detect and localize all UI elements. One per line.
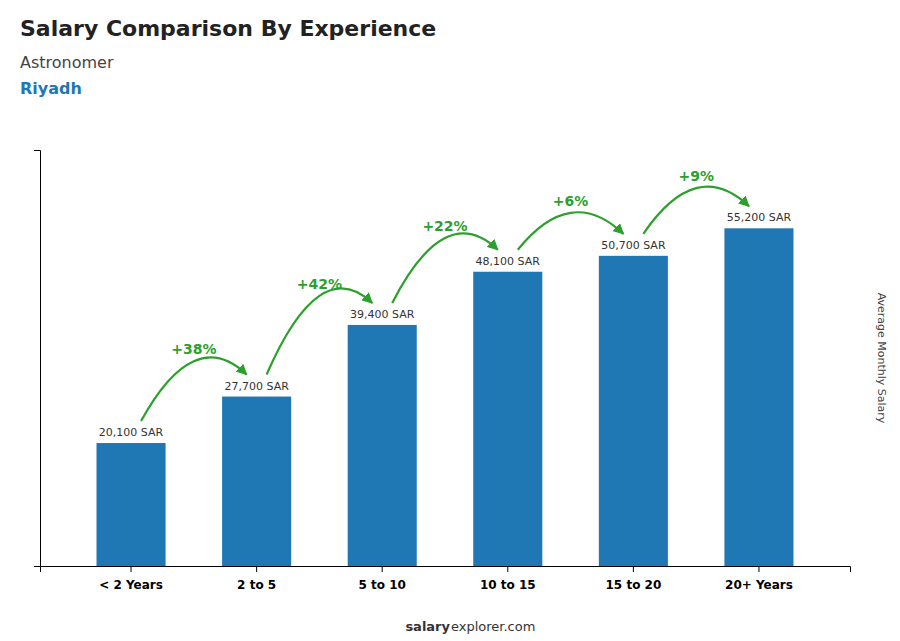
change-label: +9% — [678, 168, 714, 184]
x-tick-label: 15 to 20 — [606, 578, 662, 592]
data-label: 27,700 SAR — [224, 380, 289, 393]
x-tick-mark — [131, 566, 132, 572]
x-tick: < 2 Years — [99, 566, 163, 592]
bar — [724, 228, 793, 566]
x-tick-mark — [507, 566, 508, 572]
change-label: +6% — [553, 193, 589, 209]
data-label: 48,100 SAR — [476, 255, 541, 268]
bars — [97, 228, 794, 566]
data-label: 20,100 SAR — [99, 426, 164, 439]
location: Riyadh — [20, 79, 82, 98]
x-tick-mark — [758, 566, 759, 572]
bar — [97, 443, 166, 566]
change-arrow — [643, 187, 749, 234]
x-tick: 2 to 5 — [237, 566, 276, 592]
data-label: 50,700 SAR — [601, 239, 666, 252]
x-tick-mark — [382, 566, 383, 572]
data-labels: 20,100 SAR 27,700 SAR 39,400 SAR 48,100 SAR… — [99, 211, 792, 439]
x-tick: 5 to 10 — [359, 566, 406, 592]
title: Salary Comparison By Experience — [20, 16, 436, 41]
x-tick-label: 10 to 15 — [480, 578, 536, 592]
bar — [348, 325, 417, 566]
x-tick: 20+ Years — [725, 566, 793, 592]
plot: < 2 Years 2 to 5 5 to 10 10 to 15 15 to 20 20… — [34, 151, 851, 593]
y-axis — [34, 151, 41, 567]
footer: salary — [405, 619, 450, 634]
bar — [599, 256, 668, 566]
x-axis: < 2 Years 2 to 5 5 to 10 10 to 15 15 to 20 20… — [41, 566, 851, 592]
change-arrow — [141, 357, 247, 421]
annotations: +38% +42% +22% +6% +9% — [141, 168, 749, 421]
change-arrow — [267, 288, 373, 374]
chart: Salary Comparison By Experience Astronome… — [0, 0, 900, 641]
x-axis-line — [41, 567, 851, 573]
data-label: 55,200 SAR — [727, 211, 792, 224]
x-tick-mark — [633, 566, 634, 572]
subtitle: Astronomer — [20, 53, 114, 72]
footer: explorer.com — [451, 619, 535, 634]
x-tick: 15 to 20 — [606, 566, 662, 592]
x-tick-mark — [256, 566, 257, 572]
x-tick-label: 5 to 10 — [359, 578, 406, 592]
x-tick: 10 to 15 — [480, 566, 536, 592]
change-label: +42% — [297, 276, 342, 292]
bar — [473, 272, 542, 566]
bar — [222, 397, 291, 566]
x-tick-label: < 2 Years — [99, 578, 163, 592]
y-axis-line — [34, 151, 41, 567]
data-label: 39,400 SAR — [350, 308, 415, 321]
x-tick-label: 20+ Years — [725, 578, 793, 592]
change-label: +38% — [171, 341, 216, 357]
x-tick-label: 2 to 5 — [237, 578, 276, 592]
y-axis-title: Average Monthly Salary — [875, 293, 888, 424]
change-arrow — [518, 212, 624, 249]
change-arrow — [392, 233, 498, 303]
change-label: +22% — [422, 218, 467, 234]
